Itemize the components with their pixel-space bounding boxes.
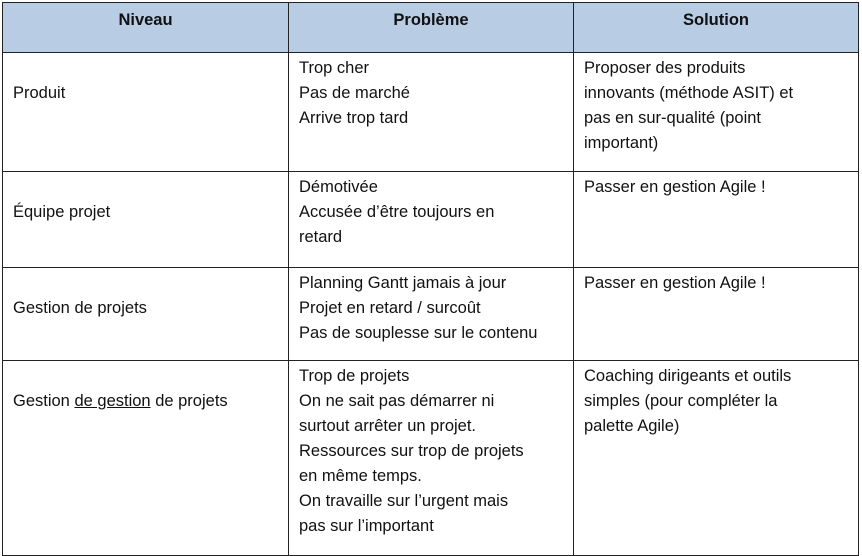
niveau-text: Équipe projet [13, 200, 278, 225]
table-row: Gestion de projets Planning Gantt jamais … [2, 267, 859, 361]
probleme-line: Démotivée [299, 178, 378, 196]
text: Équipe projet [13, 203, 111, 221]
underlined-text: de gestion [74, 392, 151, 410]
table-row: Équipe projet Démotivée Accusée d’être tou… [2, 171, 859, 268]
niveau-cell: Produit [2, 52, 289, 172]
header-row: Niveau Problème Solution [2, 2, 859, 53]
niveau-text: Produit [13, 81, 278, 106]
probleme-line: Ressources sur trop de projets [299, 442, 524, 460]
probleme-line: pas sur l’important [299, 517, 434, 535]
solution-cell: Passer en gestion Agile ! [573, 171, 859, 268]
probleme-line: Planning Gantt jamais à jour [299, 274, 507, 292]
probleme-line: Arrive trop tard [299, 109, 409, 127]
probleme-line: Trop de projets [299, 367, 410, 385]
probleme-line: retard [299, 228, 343, 246]
niveau-cell: Gestion de gestion de projets [2, 360, 289, 556]
solution-line: important) [584, 134, 659, 152]
text: Produit [13, 84, 66, 102]
niveau-text: Gestion de gestion de projets [13, 389, 278, 414]
solution-line: Passer en gestion Agile ! [584, 274, 766, 292]
header-niveau: Niveau [2, 2, 289, 53]
probleme-line: Projet en retard / surcoût [299, 299, 481, 317]
table-row: Produit Trop cher Pas de marché Arrive trop… [2, 52, 859, 172]
probleme-line: On ne sait pas démarrer ni [299, 392, 495, 410]
niveau-cell: Équipe projet [2, 171, 289, 268]
probleme-cell: Trop cher Pas de marché Arrive trop tard [288, 52, 574, 172]
text: Gestion [13, 392, 75, 410]
probleme-cell: Démotivée Accusée d’être toujours en retar… [288, 171, 574, 268]
table-row: Gestion de gestion de projets Trop de pro… [2, 360, 859, 556]
probleme-cell: Trop de projets On ne sait pas démarrer n… [288, 360, 574, 556]
solution-line: Passer en gestion Agile ! [584, 178, 766, 196]
niveau-cell: Gestion de projets [2, 267, 289, 361]
niveau-text: Gestion de projets [13, 296, 278, 321]
solution-line: innovants (méthode ASIT) et [584, 84, 794, 102]
header-solution: Solution [573, 2, 859, 53]
text: Gestion de projets [13, 299, 147, 317]
solution-line: Proposer des produits [584, 59, 746, 77]
probleme-line: en même temps. [299, 467, 422, 485]
solution-cell: Proposer des produits innovants (méthode … [573, 52, 859, 172]
solution-cell: Coaching dirigeants et outils simples (po… [573, 360, 859, 556]
solution-line: pas en sur-qualité (point [584, 109, 762, 127]
solution-line: Coaching dirigeants et outils [584, 367, 792, 385]
probleme-line: On travaille sur l’urgent mais [299, 492, 509, 510]
text: de projets [150, 392, 228, 410]
solution-line: palette Agile) [584, 417, 680, 435]
probleme-line: Trop cher [299, 59, 369, 77]
probleme-line: surtout arrêter un projet. [299, 417, 477, 435]
probleme-line: Pas de marché [299, 84, 410, 102]
probleme-cell: Planning Gantt jamais à jour Projet en re… [288, 267, 574, 361]
header-probleme: Problème [288, 2, 574, 53]
solution-line: simples (pour compléter la [584, 392, 778, 410]
probleme-line: Pas de souplesse sur le contenu [299, 324, 538, 342]
solution-cell: Passer en gestion Agile ! [573, 267, 859, 361]
probleme-line: Accusée d’être toujours en [299, 203, 495, 221]
